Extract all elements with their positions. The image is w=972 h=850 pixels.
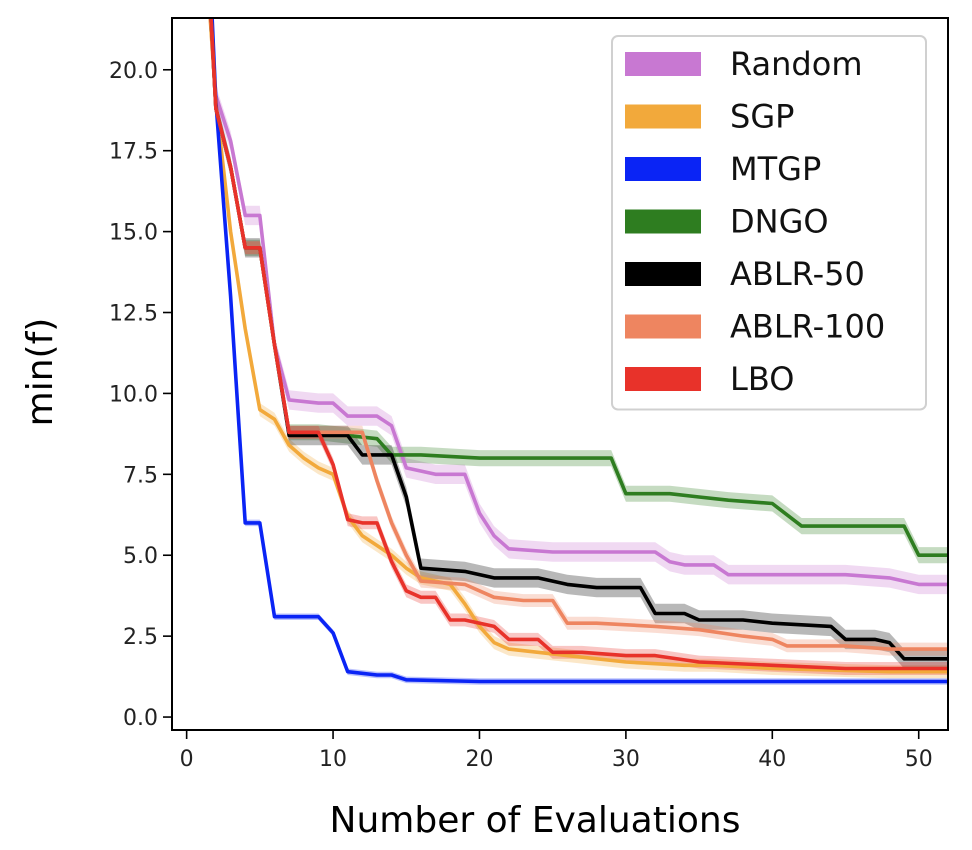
y-tick-label: 7.5	[123, 463, 158, 488]
legend: Random SGP MTGP DNGO ABLR-50 ABLR-100 LBO	[611, 35, 927, 411]
y-tick-label: 15.0	[109, 221, 158, 246]
x-tick-label: 30	[612, 747, 640, 772]
x-axis-label: Number of Evaluations	[330, 800, 741, 841]
legend-label-dngo: DNGO	[730, 203, 829, 241]
y-tick-label: 20.0	[109, 59, 158, 84]
x-tick-label: 50	[905, 747, 933, 772]
axes: 0 10 20 30 40 50 0.0 2.5 5.0 7.5 10.0 12.5 15.0 17.5 2…	[109, 17, 949, 772]
x-tick-label: 40	[758, 747, 786, 772]
x-tick-label: 0	[180, 747, 194, 772]
series-line-mtgp	[210, 18, 948, 684]
y-tick-label: 10.0	[109, 382, 158, 407]
legend-swatch-lbo	[625, 367, 701, 391]
legend-label-ablr-50: ABLR-50	[730, 255, 865, 293]
legend-label-mtgp: MTGP	[730, 150, 821, 188]
y-tick-label: 12.5	[109, 302, 158, 327]
legend-swatch-dngo	[625, 209, 701, 234]
series-line-lbo	[209, 18, 948, 671]
legend-label-lbo: LBO	[730, 360, 794, 398]
x-tick-label: 20	[465, 747, 493, 772]
legend-label-ablr-100: ABLR-100	[730, 308, 885, 346]
legend-label-sgp: SGP	[730, 98, 794, 136]
y-tick-label: 2.5	[123, 625, 158, 650]
legend-label-random: Random	[730, 45, 862, 83]
legend-swatch-random	[625, 52, 701, 76]
y-tick-label: 17.5	[109, 140, 158, 165]
x-tick-label: 10	[319, 747, 347, 772]
plot-frame	[171, 17, 949, 731]
y-tick-label: 0.0	[123, 706, 158, 731]
legend-swatch-mtgp	[625, 157, 701, 181]
y-tick-label: 5.0	[123, 544, 158, 569]
series-line-sgp	[208, 18, 948, 674]
legend-swatch-ablr-100	[625, 314, 701, 339]
series-band-dngo	[210, 18, 948, 564]
y-axis-label: min(f)	[20, 318, 61, 427]
series-lines	[208, 18, 948, 684]
legend-swatch-sgp	[625, 104, 701, 129]
legend-swatch-ablr-50	[625, 262, 701, 286]
